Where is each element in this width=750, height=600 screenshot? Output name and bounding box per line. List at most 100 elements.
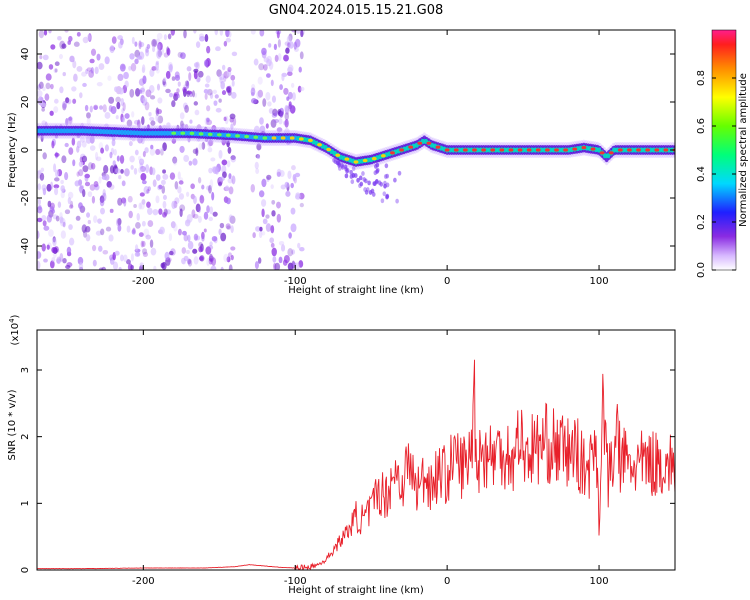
spectrogram-noise-blob [71, 137, 76, 146]
spectrogram-noise-blob [78, 161, 84, 168]
spectrogram-tail-blob [358, 175, 363, 181]
spectrogram-noise-blob [104, 112, 111, 119]
spectrogram-noise-blob [231, 51, 238, 57]
spectrogram-noise-blob [117, 217, 122, 226]
spectrogram-noise-blob [150, 144, 154, 150]
figure-title: GN04.2024.015.15.21.G08 [269, 3, 444, 18]
spectrogram-core-cell [183, 130, 189, 136]
spectrogram-noise-blob [139, 192, 145, 197]
spectrogram-noise-blob [203, 228, 207, 233]
spectrogram-noise-blob [193, 68, 199, 73]
spectrogram-noise-blob [155, 148, 161, 155]
spectrogram-noise-blob [168, 233, 173, 242]
spectrogram-noise-blob [109, 151, 113, 159]
spectrogram-noise-blob [124, 113, 130, 119]
spectrogram-noise-blob [265, 223, 272, 232]
spectrogram-noise-blob [150, 120, 156, 126]
spectrogram-noise-blob [181, 247, 187, 254]
spectrogram-noise-blob [225, 197, 231, 205]
spectrogram-noise-blob [177, 51, 183, 58]
spectrogram-noise-blob [250, 30, 256, 35]
spectrogram-noise-blob [120, 254, 124, 262]
spectrogram-noise-blob [206, 117, 210, 123]
spectrogram-tail-blob [367, 180, 371, 186]
spectrogram-noise-blob [149, 148, 156, 156]
spectrogram-noise-blob [199, 35, 205, 42]
spectrogram-noise-blob [252, 232, 256, 239]
spectrogram-noise-blob [108, 96, 115, 104]
spectrogram-tail-blob [351, 172, 356, 178]
spectrogram-noise-blob [129, 53, 135, 60]
colorbar: 0.0 0.2 0.4 0.6 0.8 Normalized spectral ampl… [696, 29, 749, 278]
spectrogram-core-cell [457, 147, 462, 153]
spectrogram-noise-blob [124, 80, 129, 88]
spectrogram-core-cell [621, 147, 626, 153]
spectrogram-tail-blob [385, 194, 389, 200]
spectrogram-noise-blob [230, 254, 234, 261]
spectrogram-noise-blob [162, 169, 166, 174]
spectrogram-noise-blob [211, 191, 215, 201]
spectrogram-core-cell [651, 147, 656, 153]
snr-marks [37, 359, 675, 570]
spectrogram-noise-blob [300, 30, 304, 38]
spectrogram-core-cell [46, 128, 52, 134]
spectrogram-noise-blob [284, 181, 290, 188]
spectrogram-noise-blob [211, 235, 218, 242]
spectrogram-noise-blob [287, 248, 294, 257]
spectrogram-noise-blob [265, 123, 269, 129]
spectrogram-noise-blob [284, 104, 289, 113]
spectrogram-noise-blob [93, 105, 98, 111]
spectrogram-tail-blob [362, 177, 367, 182]
spectrogram-noise-blob [118, 87, 124, 95]
spectrogram-tail-blob [383, 180, 387, 186]
spectrogram-noise-blob [49, 260, 55, 269]
spectrogram-tail-blob [358, 183, 362, 189]
spectrogram-noise-blob [115, 96, 121, 103]
spectrogram-noise-blob [177, 171, 181, 180]
spectrogram-noise-blob [221, 165, 227, 174]
spectrogram-noise-blob [114, 86, 119, 93]
colorbar-tick-label: 0.4 [696, 166, 707, 182]
spectrogram-noise-blob [195, 147, 199, 157]
spectrogram-noise-blob [221, 90, 227, 96]
spectrogram-noise-blob [51, 236, 57, 245]
spectrogram-noise-blob [42, 187, 47, 196]
spectrogram-noise-blob [171, 100, 176, 108]
spectrogram-noise-blob [67, 197, 72, 205]
spectrogram-noise-blob [52, 237, 57, 247]
spectrogram-core-cell [268, 135, 274, 141]
spectrogram-noise-blob [298, 66, 302, 73]
spectrogram-noise-blob [152, 39, 156, 47]
spectrogram-noise-blob [197, 177, 202, 184]
spectrogram-noise-blob [290, 207, 296, 215]
spectrogram-noise-blob [266, 55, 272, 64]
spectrogram-noise-blob [73, 73, 78, 82]
spectrogram-noise-blob [223, 116, 227, 122]
spectrogram-noise-blob [258, 190, 265, 198]
spectrogram-noise-blob [117, 73, 124, 82]
spectrogram-noise-blob [292, 173, 296, 182]
spectrogram-noise-blob [84, 104, 89, 112]
spectrogram-noise-blob [221, 159, 228, 166]
spectrogram-noise-blob [229, 113, 236, 120]
spectrogram-noise-blob [94, 66, 99, 75]
spectrogram-noise-blob [265, 91, 271, 101]
spectrogram-noise-blob [222, 171, 227, 179]
spectrogram-noise-blob [271, 95, 277, 103]
spectrogram-noise-blob [170, 30, 176, 36]
spectrogram-noise-blob [140, 172, 147, 181]
spectrogram-noise-blob [149, 239, 154, 248]
spectrogram-noise-blob [186, 90, 191, 98]
spectrogram-tail-blob [344, 173, 349, 179]
spectrogram-noise-blob [195, 41, 201, 48]
spectrogram-noise-blob [276, 127, 283, 133]
spectrogram-noise-blob [66, 246, 72, 255]
spectrogram-noise-blob [141, 240, 146, 248]
spectrogram-core-cell [277, 135, 283, 141]
spectrogram-noise-blob [230, 74, 236, 81]
spectrogram-tail-blob [393, 177, 397, 183]
spectrogram-noise-blob [180, 52, 186, 60]
spectrogram-noise-blob [48, 30, 52, 34]
spectrogram-noise-blob [295, 192, 301, 198]
spectrogram-noise-blob [214, 30, 218, 36]
